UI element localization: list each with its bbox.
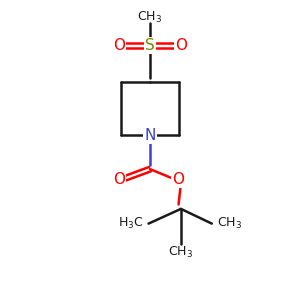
Text: O: O: [113, 38, 125, 53]
Text: O: O: [113, 172, 125, 187]
Text: O: O: [172, 172, 184, 187]
Text: O: O: [175, 38, 187, 53]
Text: S: S: [145, 38, 155, 53]
Text: CH$_3$: CH$_3$: [137, 10, 163, 25]
Text: H$_3$C: H$_3$C: [118, 216, 144, 231]
Text: CH$_3$: CH$_3$: [168, 245, 194, 260]
Text: CH$_3$: CH$_3$: [217, 216, 242, 231]
Text: N: N: [144, 128, 156, 143]
